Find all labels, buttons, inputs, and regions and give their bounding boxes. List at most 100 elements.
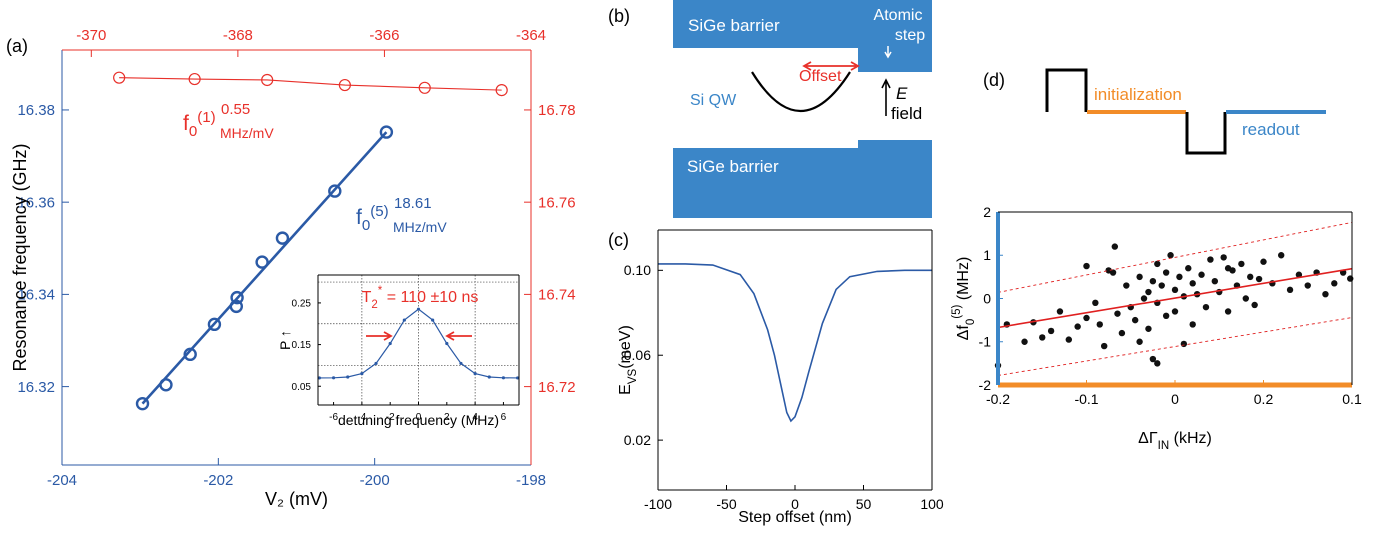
pulse (1045, 68, 1088, 112)
bottom-barrier-label: SiGe barrier (687, 157, 779, 176)
field-arrow (881, 78, 891, 116)
data-point (1180, 340, 1188, 348)
well-parabola (751, 71, 851, 112)
data-point (135, 396, 150, 411)
x-tick-label: 0.1 (1342, 391, 1362, 407)
step-arrow (884, 46, 892, 59)
x-tick-label: 50 (856, 496, 872, 512)
data-point (207, 317, 222, 332)
data-point (1101, 342, 1108, 350)
x-tick-label: 0 (791, 496, 799, 512)
series-line (997, 317, 1353, 376)
x-tick-label: 0 (1171, 391, 1179, 407)
data-point (1198, 271, 1205, 278)
panel-label: (d) (983, 70, 1005, 90)
data-point (487, 375, 491, 379)
x-axis-label: Step offset (nm) (738, 509, 852, 526)
pulse-dip (1185, 112, 1227, 155)
top-barrier (673, 0, 932, 72)
y-tick-label: 2 (983, 204, 991, 220)
offset-arrow (802, 61, 860, 71)
data-point (1189, 280, 1196, 287)
x-tick-label: -6 (329, 412, 338, 423)
data-point (1171, 286, 1179, 294)
step-label: step (895, 27, 925, 44)
data-point (1255, 275, 1263, 283)
data-point (501, 376, 506, 380)
annotation-slope: 0.55 (221, 101, 250, 118)
data-point (1149, 278, 1157, 285)
data-point (1136, 338, 1143, 345)
x-tick-label: -100 (644, 496, 672, 512)
label-part: T (362, 289, 372, 306)
label-part: 0 (965, 319, 977, 325)
data-point (317, 376, 322, 380)
data-point (1039, 334, 1046, 341)
data-point (473, 371, 477, 376)
y-axis-label: P ↑ (277, 330, 293, 350)
data-point (1145, 325, 1152, 332)
data-point (515, 376, 520, 380)
diagram-b: SiGe barrier Atomic step Offset Si QW E … (673, 0, 932, 218)
data-point (1047, 327, 1055, 335)
y-tick-label: 0.15 (292, 340, 312, 351)
data-point (188, 72, 201, 86)
field-word: field (891, 104, 922, 123)
x-tick-label: -202 (203, 472, 233, 489)
arrow (366, 331, 393, 341)
data-point (1145, 288, 1152, 296)
data-point (261, 73, 274, 87)
data-point (331, 376, 336, 380)
data-point (495, 84, 508, 97)
x-tick-label: -200 (360, 472, 390, 489)
y-tick-label: -2 (979, 377, 992, 393)
data-point (1154, 360, 1161, 367)
data-point (402, 318, 406, 322)
x-tick-label: -0.2 (986, 391, 1010, 407)
x-tick-label: 2 (444, 412, 450, 423)
x-tick-label: 100 (920, 496, 944, 512)
label-part: IN (1158, 440, 1170, 452)
y-tick-label: 0.10 (624, 262, 651, 278)
series-line (658, 263, 932, 423)
x-tick-label: -370 (76, 27, 106, 44)
data-point (1251, 301, 1258, 309)
y-axis-label: Δf0(5) (MHz) (951, 257, 977, 341)
data-point (255, 255, 269, 269)
series-line (997, 221, 1353, 293)
x-tick-label: -0.1 (1074, 391, 1098, 407)
label-part: (1) (197, 109, 215, 126)
data-point (1158, 282, 1165, 289)
top-barrier-label: SiGe barrier (688, 16, 780, 35)
data-point (1167, 252, 1174, 259)
well-label: Si QW (690, 92, 737, 109)
y-tick-label: 0.05 (292, 382, 312, 393)
y-tick-label: 0.06 (624, 347, 651, 363)
data-point (418, 81, 431, 94)
x-tick-label: -198 (516, 472, 546, 489)
data-point (1286, 286, 1294, 294)
data-point (1242, 295, 1250, 302)
annotation-unit: MHz/mV (220, 125, 274, 141)
annotation-label: f0(5) (356, 203, 389, 234)
label-part: (5) (951, 305, 963, 319)
data-point (374, 361, 378, 366)
label-part: ΔΓ (1138, 430, 1158, 447)
data-point (1295, 271, 1303, 278)
label-part: E (617, 384, 634, 395)
label-part: f (183, 112, 189, 135)
y-tick-label: -1 (979, 334, 992, 350)
data-point (1189, 321, 1196, 328)
diagram-d: initialization readout (1045, 68, 1326, 155)
label-part: (kHz) (1169, 430, 1212, 447)
label-part: * (378, 285, 383, 297)
label-part: f (356, 206, 362, 229)
data-point (1083, 314, 1090, 322)
data-point (1211, 278, 1219, 285)
data-point (1056, 308, 1064, 315)
data-point (1185, 265, 1192, 272)
data-point (1074, 323, 1081, 330)
y-tick-label: 0.25 (292, 298, 312, 309)
data-point (1322, 290, 1329, 298)
data-point (338, 78, 351, 92)
